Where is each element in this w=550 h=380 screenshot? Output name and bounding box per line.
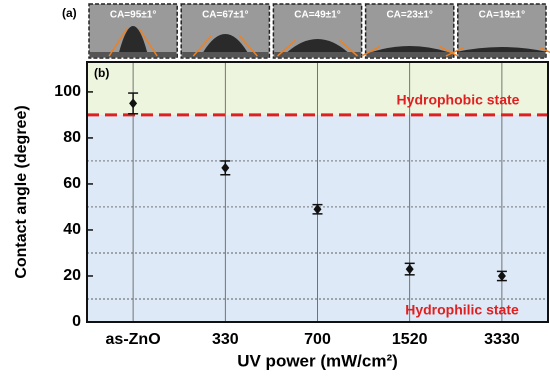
x-tick-label: 1520: [392, 331, 428, 348]
x-tick-label: 3330: [484, 331, 520, 348]
tangent: [539, 46, 550, 54]
data-point: [128, 92, 139, 115]
data-point: [312, 203, 323, 215]
substrate: [90, 52, 177, 57]
data-point: [496, 270, 507, 282]
droplet: [287, 39, 348, 52]
data-point: [220, 160, 231, 176]
inset-label: CA=49±1°: [294, 10, 340, 21]
substrate: [458, 52, 545, 57]
x-tick-label: 700: [304, 331, 331, 348]
annotation: Hydrophilic state: [405, 302, 519, 318]
y-tick-label: 60: [63, 175, 81, 192]
y-tick-label: 0: [72, 313, 81, 330]
x-tick-label: 330: [212, 331, 239, 348]
inset-label: CA=95±1°: [110, 10, 156, 21]
substrate: [274, 52, 361, 57]
inset-label: CA=23±1°: [386, 10, 432, 21]
annotation: Hydrophobic state: [397, 92, 520, 108]
droplet: [119, 26, 148, 52]
y-axis-label: Contact angle (degree): [13, 105, 30, 278]
marker: [497, 270, 506, 281]
tangent: [277, 39, 296, 57]
tangent: [361, 45, 381, 57]
inset-label: CA=19±1°: [479, 10, 525, 21]
panel-label: (a): [62, 6, 77, 20]
tangent: [445, 46, 465, 57]
y-tick-label: 40: [63, 221, 81, 238]
x-tick-label: as-ZnO: [106, 331, 161, 348]
droplet: [371, 46, 448, 52]
tangent: [138, 28, 158, 57]
panel-label: (b): [94, 66, 109, 80]
y-tick-label: 20: [63, 267, 81, 284]
inset-label: CA=67±1°: [202, 10, 248, 21]
plot-frame: [86, 61, 549, 323]
substrate: [182, 52, 269, 57]
marker: [405, 264, 414, 275]
tangent: [192, 35, 212, 57]
droplet: [455, 47, 548, 52]
droplet: [203, 34, 248, 52]
substrate: [366, 52, 453, 57]
data-point: [404, 262, 415, 276]
tangent: [339, 39, 358, 57]
tangent: [439, 45, 459, 57]
x-axis-label: UV power (mW/cm²): [237, 351, 398, 370]
y-tick-label: 80: [63, 129, 81, 146]
y-tick-label: 100: [54, 83, 81, 100]
marker: [221, 162, 230, 173]
tangent: [108, 28, 128, 57]
marker: [129, 98, 138, 109]
marker: [313, 204, 322, 215]
tangent: [238, 35, 258, 57]
